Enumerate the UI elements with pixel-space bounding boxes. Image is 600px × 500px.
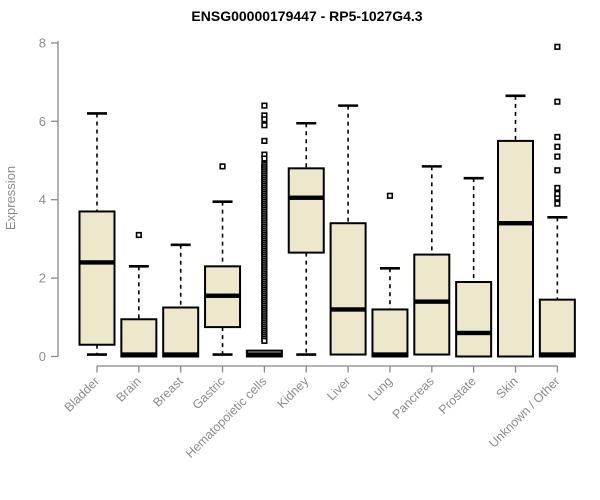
x-category-label: Hematopoietic cells [183, 374, 270, 461]
outlier-point [554, 153, 561, 160]
median-line [163, 352, 199, 357]
outlier-point [261, 102, 268, 109]
x-category-label: Breast [150, 374, 186, 410]
outlier-point [554, 190, 561, 197]
outlier-point [554, 143, 561, 150]
y-tick-label: 6 [39, 114, 46, 129]
x-category-label: Brain [113, 374, 144, 405]
outlier-point [554, 167, 561, 174]
outlier-point [554, 184, 561, 192]
x-category-label: Skin [494, 374, 521, 401]
box-breast [162, 306, 200, 358]
outlier-point [554, 43, 561, 50]
median-line [288, 195, 324, 200]
outlier-point [554, 200, 561, 207]
outlier-point [261, 137, 268, 145]
median-line [372, 352, 408, 357]
outlier-point [219, 163, 226, 170]
x-category-label: Pancreas [390, 374, 437, 421]
median-line [498, 221, 533, 226]
y-tick-label: 2 [39, 271, 46, 286]
outlier-point [261, 337, 268, 344]
box-prostate [455, 281, 493, 358]
x-category-label: Unknown / Other [486, 374, 562, 450]
median-line [121, 352, 157, 357]
outlier-point [554, 133, 561, 141]
outlier-point [386, 192, 394, 199]
y-tick-label: 8 [39, 35, 46, 50]
median-line [414, 299, 450, 304]
x-category-label: Prostate [436, 374, 479, 417]
median-line [330, 307, 366, 312]
x-category-label: Liver [324, 374, 353, 403]
median-line [79, 260, 115, 265]
box-kidney [287, 167, 325, 254]
box-lung [371, 308, 409, 358]
box-brain [120, 318, 158, 358]
box-unknown-other [538, 298, 576, 358]
outlier-point [261, 116, 268, 123]
box-bladder [78, 210, 116, 346]
chart-title: ENSG00000179447 - RP5-1027G4.3 [191, 8, 422, 24]
outlier-point [554, 98, 561, 105]
box-skin [497, 139, 534, 358]
y-tick-label: 4 [39, 192, 46, 207]
x-category-label: Bladder [62, 374, 102, 414]
box-pancreas [413, 253, 451, 356]
outlier-point [135, 231, 142, 239]
x-category-label: Lung [366, 374, 396, 404]
median-line [246, 352, 282, 357]
y-axis-label: Expression [3, 166, 18, 230]
outlier-point [261, 122, 268, 129]
plot-area: 0 2 4 6 8 Bladder Brain Breast GastricHematopoie… [39, 35, 576, 461]
x-category-label: Kidney [274, 374, 311, 411]
median-line [456, 330, 492, 336]
median-line [205, 293, 241, 298]
x-category-label: Gastric [190, 374, 228, 412]
box-liver [329, 222, 367, 356]
outlier-point [261, 155, 268, 162]
median-line [539, 352, 575, 357]
y-tick-label: 0 [39, 349, 46, 364]
